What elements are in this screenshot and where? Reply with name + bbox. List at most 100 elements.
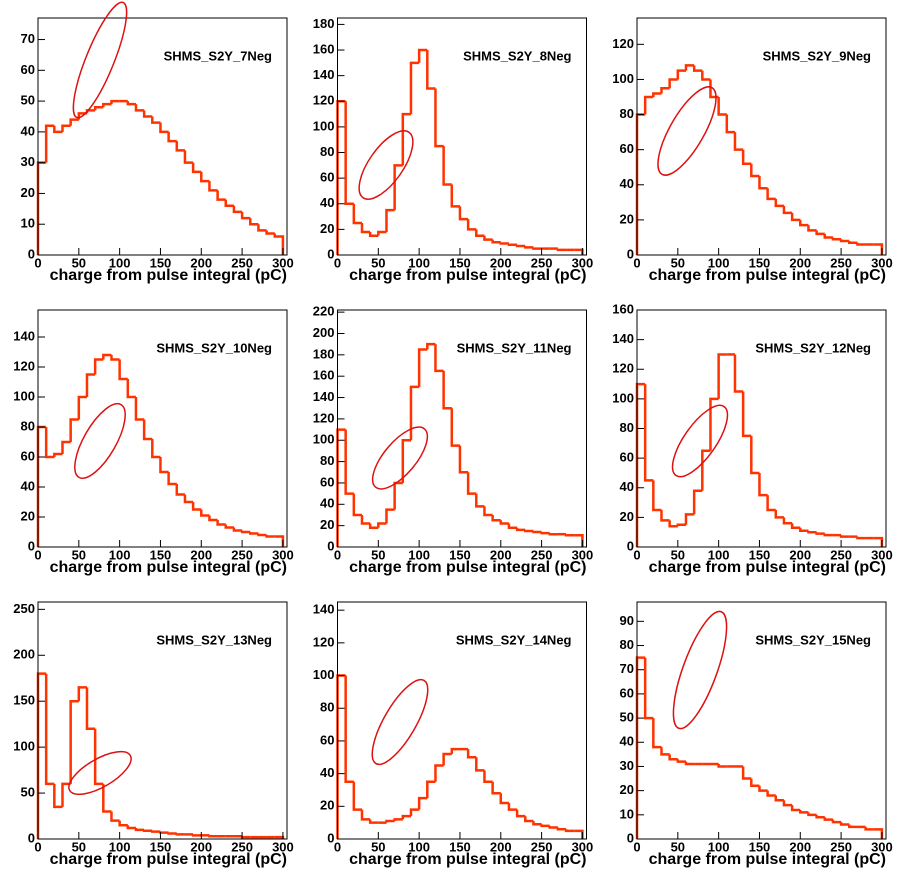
y-tick-label: 60 — [320, 170, 334, 185]
histogram-bin — [507, 243, 518, 247]
histogram-bin — [515, 809, 526, 818]
histogram-bin — [483, 235, 493, 241]
histogram-bin — [717, 764, 727, 768]
histogram-bin — [118, 820, 128, 827]
chart-title: SHMS_S2Y_14Neg — [456, 632, 572, 647]
x-tick-label: 300 — [572, 839, 594, 854]
x-tick-label: 0 — [334, 547, 341, 562]
histogram-bin — [491, 781, 501, 795]
histogram-bin — [409, 61, 420, 115]
histogram-bin — [385, 508, 395, 524]
x-axis-label: charge from pulse integral (pC) — [349, 851, 586, 868]
x-tick-label: 200 — [490, 255, 512, 270]
histogram-bin — [807, 812, 817, 817]
histogram-bin — [524, 529, 534, 533]
y-tick-label: 120 — [612, 361, 634, 376]
histogram-bin — [368, 523, 379, 530]
histogram-bin — [401, 112, 411, 166]
histogram-bin — [831, 237, 842, 241]
histogram-bin — [815, 814, 825, 819]
y-tick-label: 80 — [620, 637, 634, 652]
histogram-bin — [44, 673, 55, 786]
histogram-bin — [426, 780, 436, 799]
histogram-bin — [758, 785, 768, 792]
histogram-bin — [426, 50, 436, 90]
y-tick-label: 0 — [28, 246, 35, 261]
y-tick-label: 40 — [620, 479, 634, 494]
y-tick-label: 50 — [21, 93, 35, 108]
histogram-bin — [450, 408, 460, 447]
histogram-bin — [159, 122, 169, 134]
x-tick-label: 250 — [830, 839, 852, 854]
x-tick-label: 50 — [72, 839, 86, 854]
plot-frame — [37, 17, 288, 256]
histogram-bin — [491, 239, 501, 244]
histogram-bin — [684, 64, 695, 71]
histogram-bin — [191, 162, 202, 174]
histogram-bin — [344, 675, 354, 784]
cut-ellipse — [672, 610, 728, 730]
y-tick-label: 80 — [320, 700, 334, 715]
x-tick-label: 0 — [34, 255, 41, 270]
histogram-bin — [110, 355, 120, 361]
y-tick-label: 20 — [21, 508, 35, 523]
histogram-bin — [524, 816, 534, 823]
x-tick-label: 150 — [150, 255, 172, 270]
histogram-bin — [142, 419, 153, 441]
histogram-bin — [61, 440, 71, 454]
histogram-bin — [741, 766, 752, 780]
y-tick-label: 50 — [21, 785, 35, 800]
histogram-bin — [224, 524, 234, 529]
histogram-bin — [352, 203, 362, 225]
histogram-bin — [864, 826, 874, 831]
histogram-bin — [660, 509, 670, 522]
y-tick-label: 150 — [13, 693, 35, 708]
x-tick-label: 0 — [34, 547, 41, 562]
x-tick-label: 250 — [231, 255, 253, 270]
y-tick-label: 20 — [620, 211, 634, 226]
histogram-bin — [352, 493, 362, 517]
x-tick-label: 200 — [190, 255, 212, 270]
histogram-bin — [200, 509, 210, 517]
histogram-bin — [823, 817, 833, 821]
histogram-bin — [733, 354, 744, 393]
x-tick-label: 0 — [334, 839, 341, 854]
x-tick-label: 100 — [408, 255, 430, 270]
y-tick-label: 60 — [620, 450, 634, 465]
x-tick-label: 150 — [150, 839, 172, 854]
histogram-bin — [417, 348, 428, 387]
histogram-bin — [216, 190, 226, 201]
plot-frame — [37, 309, 288, 548]
histogram-bin — [208, 515, 218, 522]
x-tick-label: 250 — [531, 547, 553, 562]
histogram-bin — [524, 246, 534, 249]
y-tick-label: 40 — [620, 176, 634, 191]
histogram-bin — [499, 520, 509, 525]
x-tick-label: 150 — [749, 255, 771, 270]
histogram-bin — [782, 205, 793, 215]
x-tick-label: 0 — [633, 547, 640, 562]
histogram-bin — [191, 502, 202, 511]
x-axis-label: charge from pulse integral (pC) — [649, 851, 886, 868]
histogram-bin — [232, 527, 243, 532]
x-tick-label: 100 — [109, 255, 131, 270]
x-tick-label: 50 — [671, 547, 685, 562]
histogram-bin — [224, 199, 234, 208]
histogram-bin — [717, 97, 727, 116]
histogram-bin — [815, 532, 825, 535]
histogram-bin — [151, 830, 161, 833]
histogram-bin — [110, 811, 120, 822]
histogram-bin — [790, 523, 801, 529]
histogram-bin — [417, 48, 428, 63]
histogram-bin — [134, 104, 145, 112]
plot-frame — [636, 601, 887, 840]
y-tick-label: 100 — [313, 667, 335, 682]
histogram-bin — [652, 718, 662, 749]
y-tick-label: 90 — [620, 613, 634, 628]
y-tick-label: 180 — [313, 346, 335, 361]
histogram-bin — [53, 783, 63, 809]
x-tick-label: 250 — [830, 255, 852, 270]
y-tick-label: 120 — [13, 358, 35, 373]
y-tick-label: 20 — [21, 185, 35, 200]
